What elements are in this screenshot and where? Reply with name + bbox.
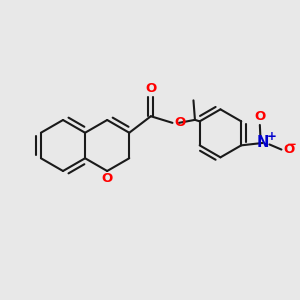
Text: O: O	[254, 110, 266, 122]
Text: N: N	[256, 136, 269, 151]
Text: O: O	[174, 116, 185, 129]
Text: +: +	[266, 130, 276, 143]
Text: O: O	[283, 143, 294, 156]
Text: −: −	[286, 138, 296, 151]
Text: O: O	[145, 82, 157, 95]
Text: O: O	[101, 172, 113, 185]
